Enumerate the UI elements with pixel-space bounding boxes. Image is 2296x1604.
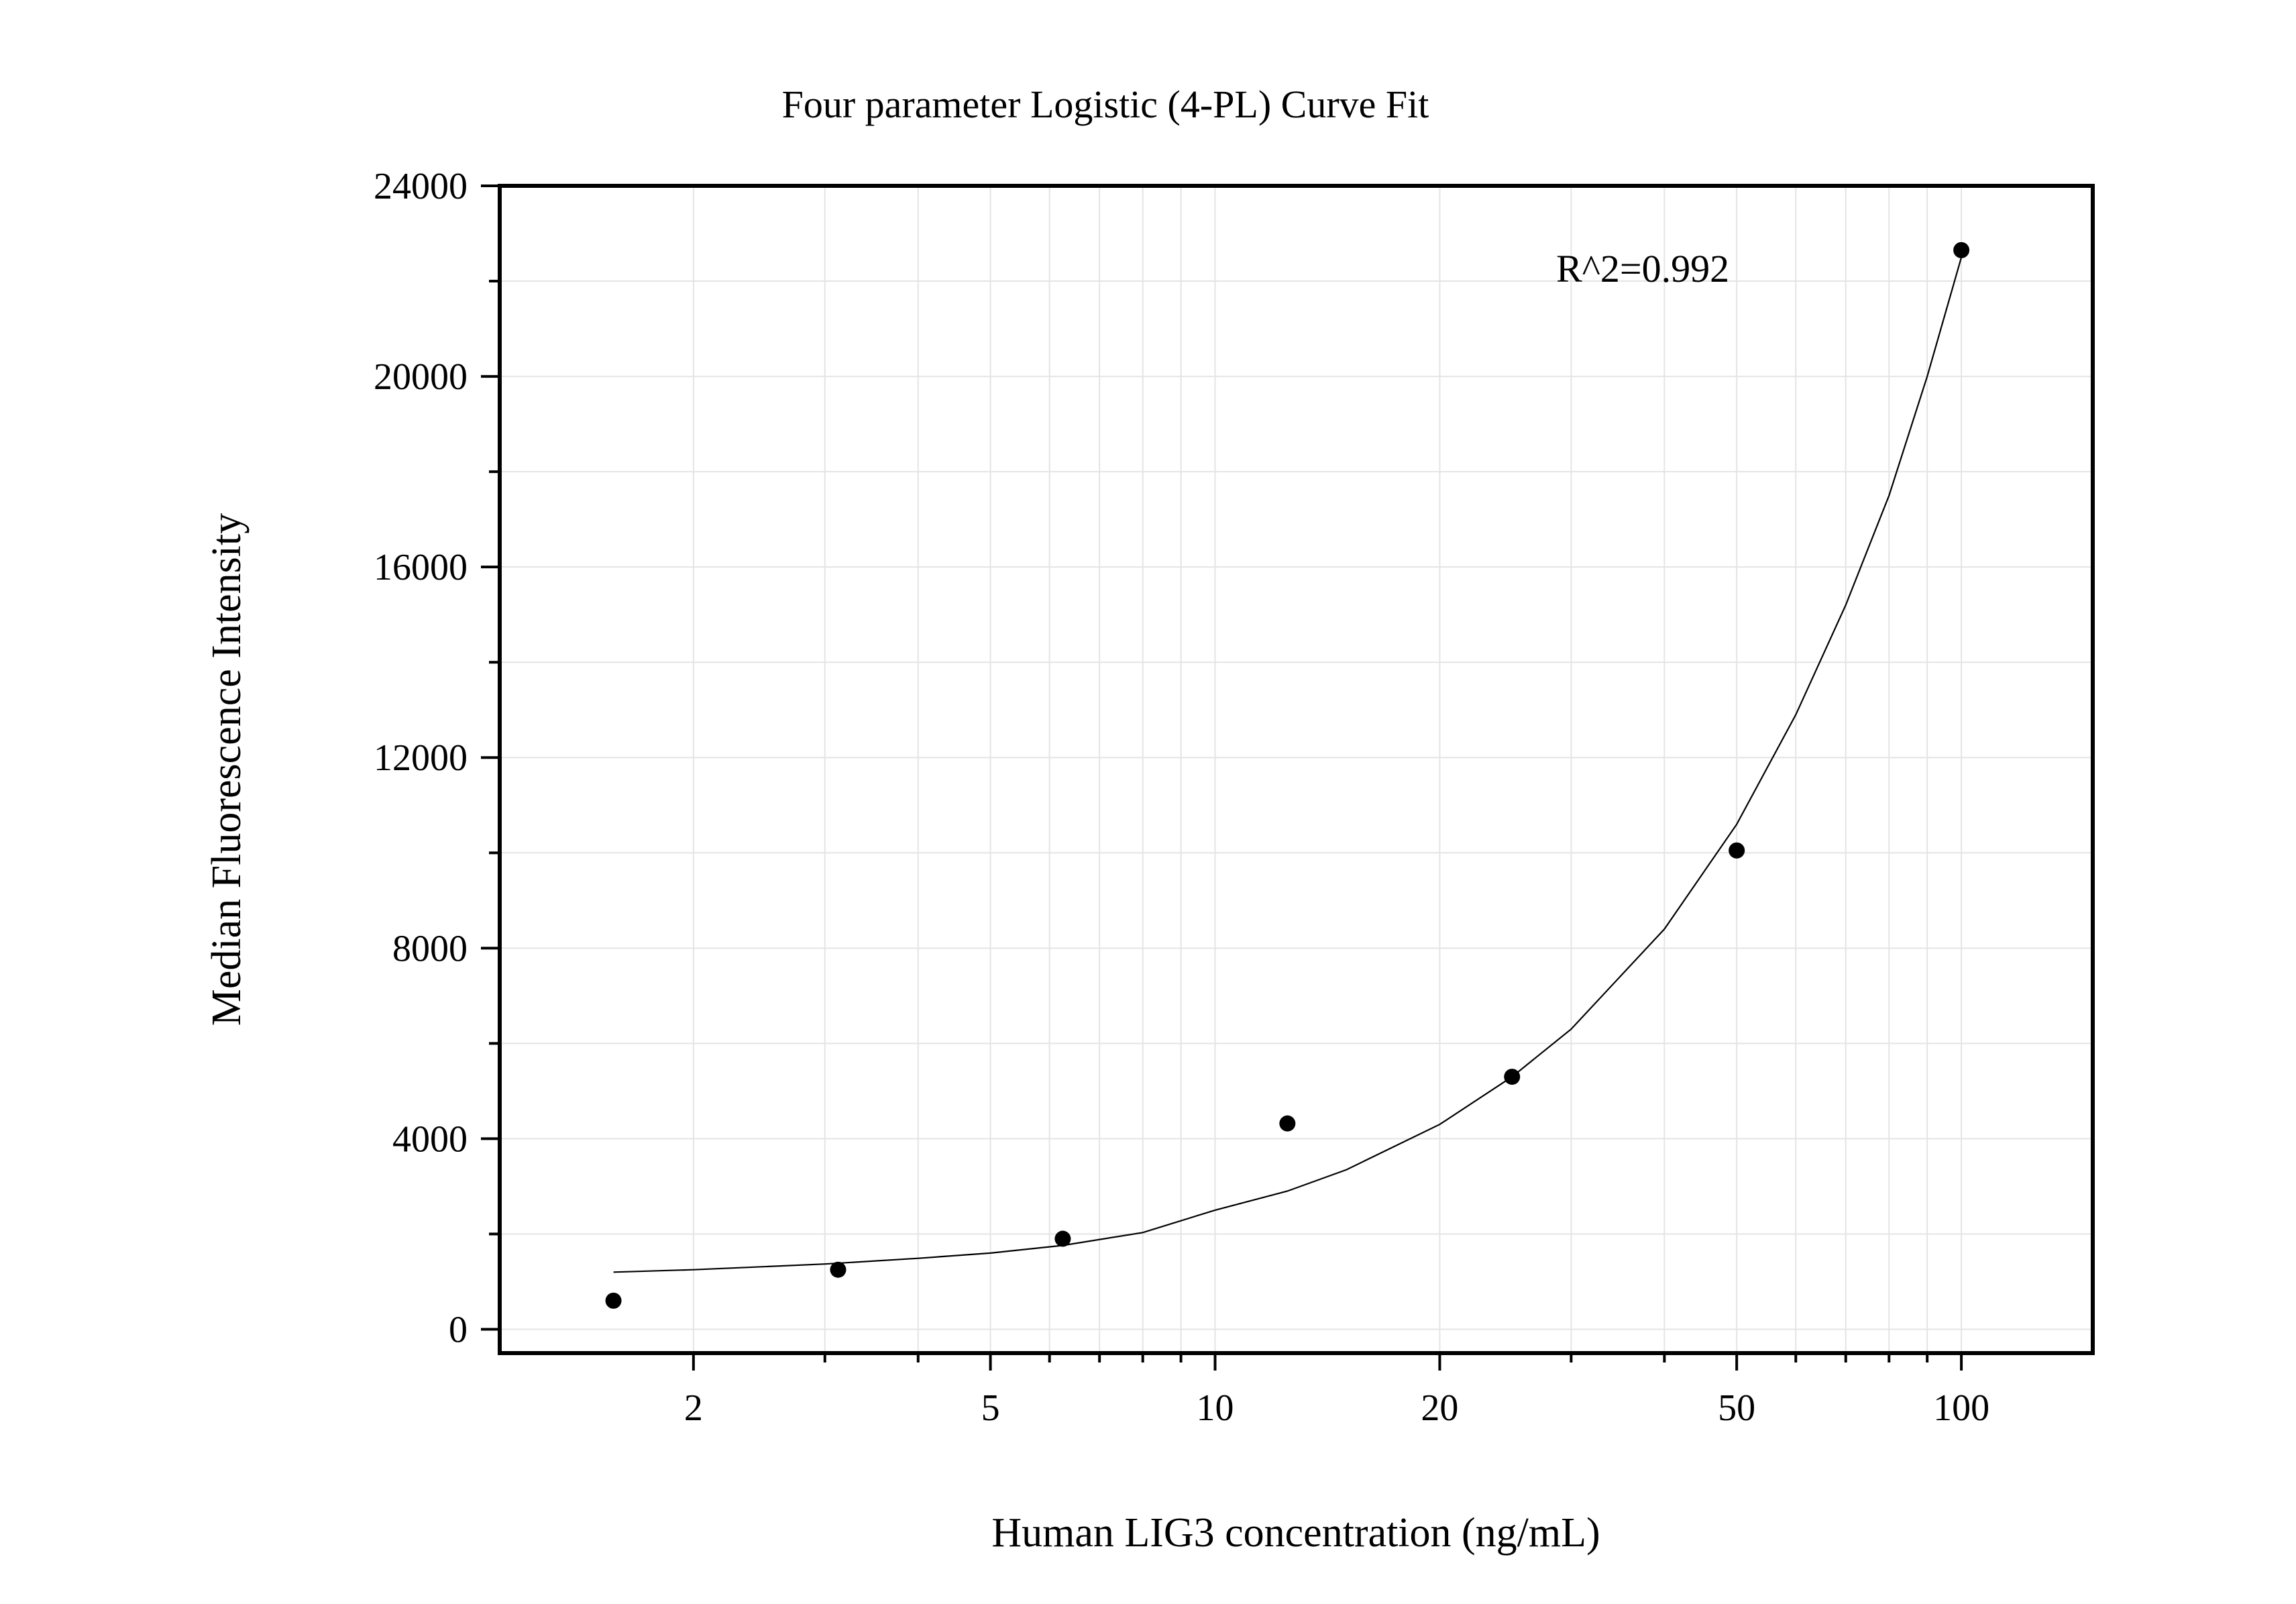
plot-frame [498,184,2095,1355]
data-point [1054,1230,1071,1247]
x-tick-label: 5 [981,1387,1000,1429]
x-axis-ticks: 2 5 10 20 50 100 [684,1353,1989,1429]
fit-curve [613,257,1963,1273]
x-tick-label: 10 [1197,1387,1234,1429]
x-tick-label: 2 [684,1387,703,1429]
x-tick-label: 100 [1933,1387,1989,1429]
y-tick-label: 16000 [374,547,468,588]
x-tick-label: 50 [1718,1387,1755,1429]
x-tick-label: 20 [1421,1387,1458,1429]
data-points [605,242,1970,1309]
y-axis-label: Median Fluorescence Intensity [204,513,250,1026]
data-point [1953,242,1970,258]
data-point [605,1292,622,1309]
y-tick-label: 12000 [374,737,468,779]
y-tick-label: 24000 [374,166,468,207]
chart-title: Four parameter Logistic (4-PL) Curve Fit [782,83,1429,126]
x-axis-label: Human LIG3 concentration (ng/mL) [991,1510,1600,1556]
y-tick-label: 20000 [374,356,468,398]
y-tick-label: 8000 [392,928,468,969]
y-tick-label: 0 [449,1309,468,1350]
y-axis-ticks: 0 4000 8000 12000 16000 20000 24000 [374,166,500,1350]
data-point [1279,1115,1296,1132]
data-point [1504,1069,1521,1085]
grid-lines [500,185,2093,1353]
y-tick-label: 4000 [392,1118,468,1160]
data-point [1729,842,1745,859]
r-squared-annotation: R^2=0.992 [1556,247,1729,290]
data-point [830,1261,846,1278]
